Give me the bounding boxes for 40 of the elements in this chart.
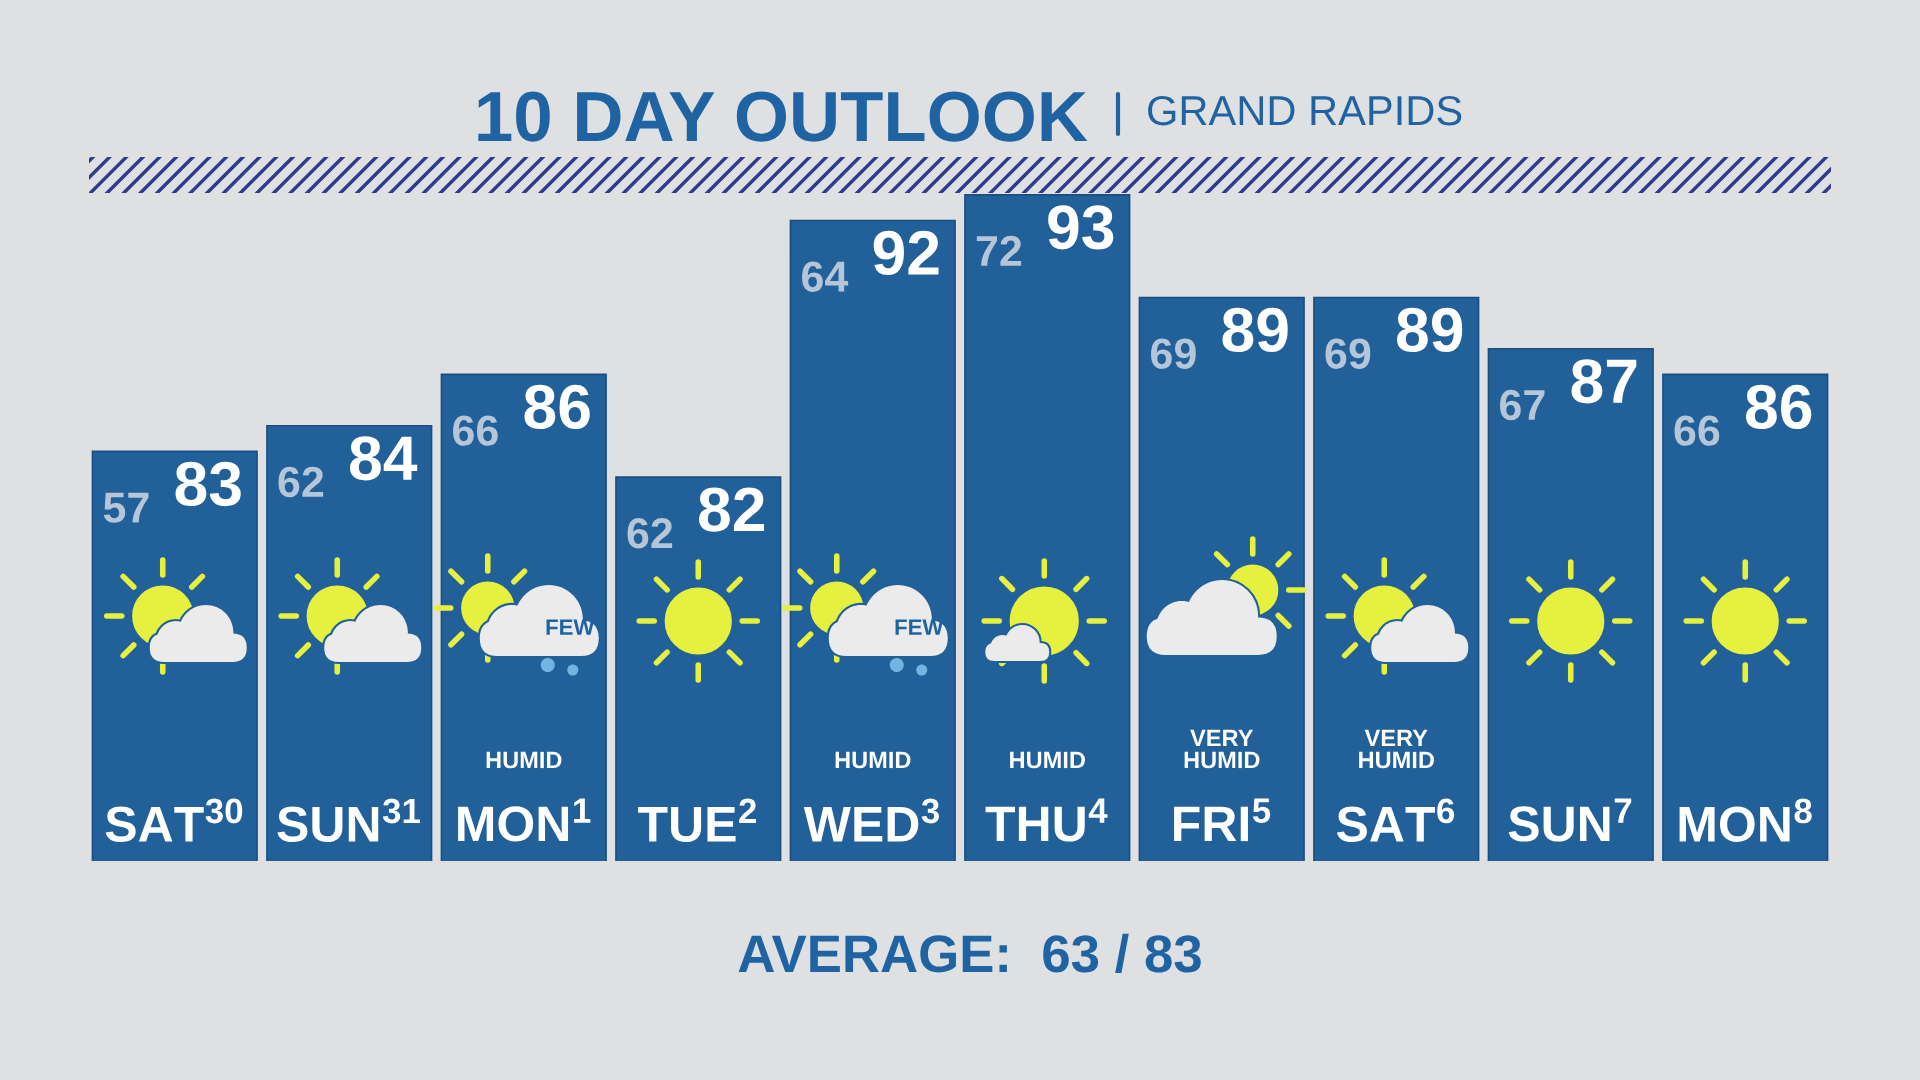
x-tick-label: WED$^{3}$	[803, 798, 940, 842]
annotation: 67	[1500, 389, 1545, 421]
annotation: 64	[802, 261, 849, 292]
annotation: FEW	[895, 619, 944, 635]
data-label: 83	[175, 461, 241, 507]
x-tick-label: TUE$^{2}$	[638, 798, 757, 842]
data-label: 82	[699, 487, 765, 532]
data-label: 93	[1048, 205, 1114, 250]
annotation: 72	[976, 235, 1022, 266]
x-tick-label: SUN$^{7}$	[1508, 798, 1632, 842]
data-label: 86	[524, 384, 590, 430]
annotation: VERY HUMID	[1359, 729, 1434, 769]
annotation: 69	[1325, 338, 1371, 369]
annotation: 62	[278, 466, 324, 498]
chart-title: 10 DAY OUTLOOK	[478, 91, 1088, 142]
data-label: 89	[1222, 307, 1288, 353]
data-label: 92	[873, 230, 939, 276]
data-label: 89	[1397, 307, 1463, 353]
data-label: 87	[1571, 359, 1637, 404]
x-tick-label: MON$^{8}$	[1679, 798, 1812, 842]
data-label: 86	[1746, 384, 1812, 430]
annotation: HUMID	[486, 751, 562, 769]
x-tick-label: SAT$^{30}$	[105, 798, 243, 842]
x-tick-label: SAT$^{6}$	[1336, 798, 1455, 842]
annotation: 57	[103, 492, 149, 523]
annotation: FEW	[546, 619, 595, 635]
annotation: HUMID	[1010, 751, 1085, 769]
x-tick-label: SUN$^{31}$	[277, 798, 420, 842]
x-tick-label: FRI$^{5}$	[1174, 798, 1271, 842]
x-tick-label: THU$^{4}$	[985, 798, 1108, 842]
annotation: 66	[1674, 415, 1720, 446]
annotation: AVERAGE: 63 / 83	[738, 933, 1201, 974]
data-label: 84	[350, 436, 418, 481]
chart-subtitle: GRAND RAPIDS	[1148, 95, 1462, 126]
annotation: 66	[453, 415, 498, 446]
annotation: 69	[1151, 338, 1196, 369]
annotation: 62	[627, 518, 673, 549]
annotation: VERY HUMID	[1184, 729, 1260, 769]
annotation: HUMID	[835, 751, 911, 769]
x-tick-label: MON$^{1}$	[458, 798, 591, 842]
